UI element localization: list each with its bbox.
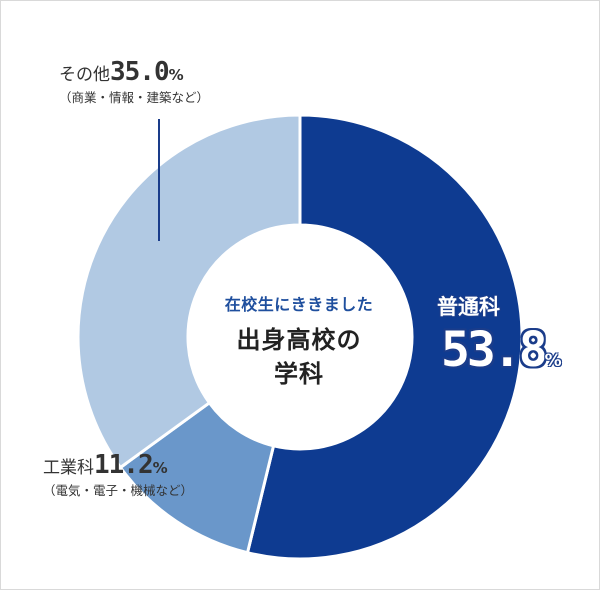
label-other-name: その他 <box>59 65 110 85</box>
label-industrial-value: 11.2 <box>94 450 154 480</box>
label-other-unit: % <box>168 66 184 84</box>
label-industrial-unit: % <box>152 459 168 477</box>
slice-other <box>76 113 302 470</box>
label-other-value: 35.0 <box>110 57 170 87</box>
label-general-unit: % <box>544 351 562 371</box>
label-general-name: 普通科 <box>437 295 500 319</box>
label-industrial-note: （電気・電子・機械など） <box>43 483 194 498</box>
label-other-note: （商業・情報・建築など） <box>59 90 210 105</box>
center-title-line1: 出身高校の <box>236 326 362 354</box>
label-general-figure: 53.8% <box>441 326 562 374</box>
center-label: 在校生にききました 出身高校の 学科 <box>191 291 407 391</box>
label-general-value: 53.8 <box>441 322 548 378</box>
label-general: 普通科 53.8% <box>437 295 562 375</box>
center-subtitle: 在校生にききました <box>224 295 374 314</box>
slice-general <box>245 113 524 561</box>
center-title-line2: 学科 <box>274 360 324 388</box>
label-industrial-name: 工業科 <box>43 458 94 478</box>
label-other: その他35.0% （商業・情報・建築など） <box>59 59 209 105</box>
center-title: 出身高校の 学科 <box>191 323 407 391</box>
label-industrial: 工業科11.2% （電気・電子・機械など） <box>43 452 193 498</box>
